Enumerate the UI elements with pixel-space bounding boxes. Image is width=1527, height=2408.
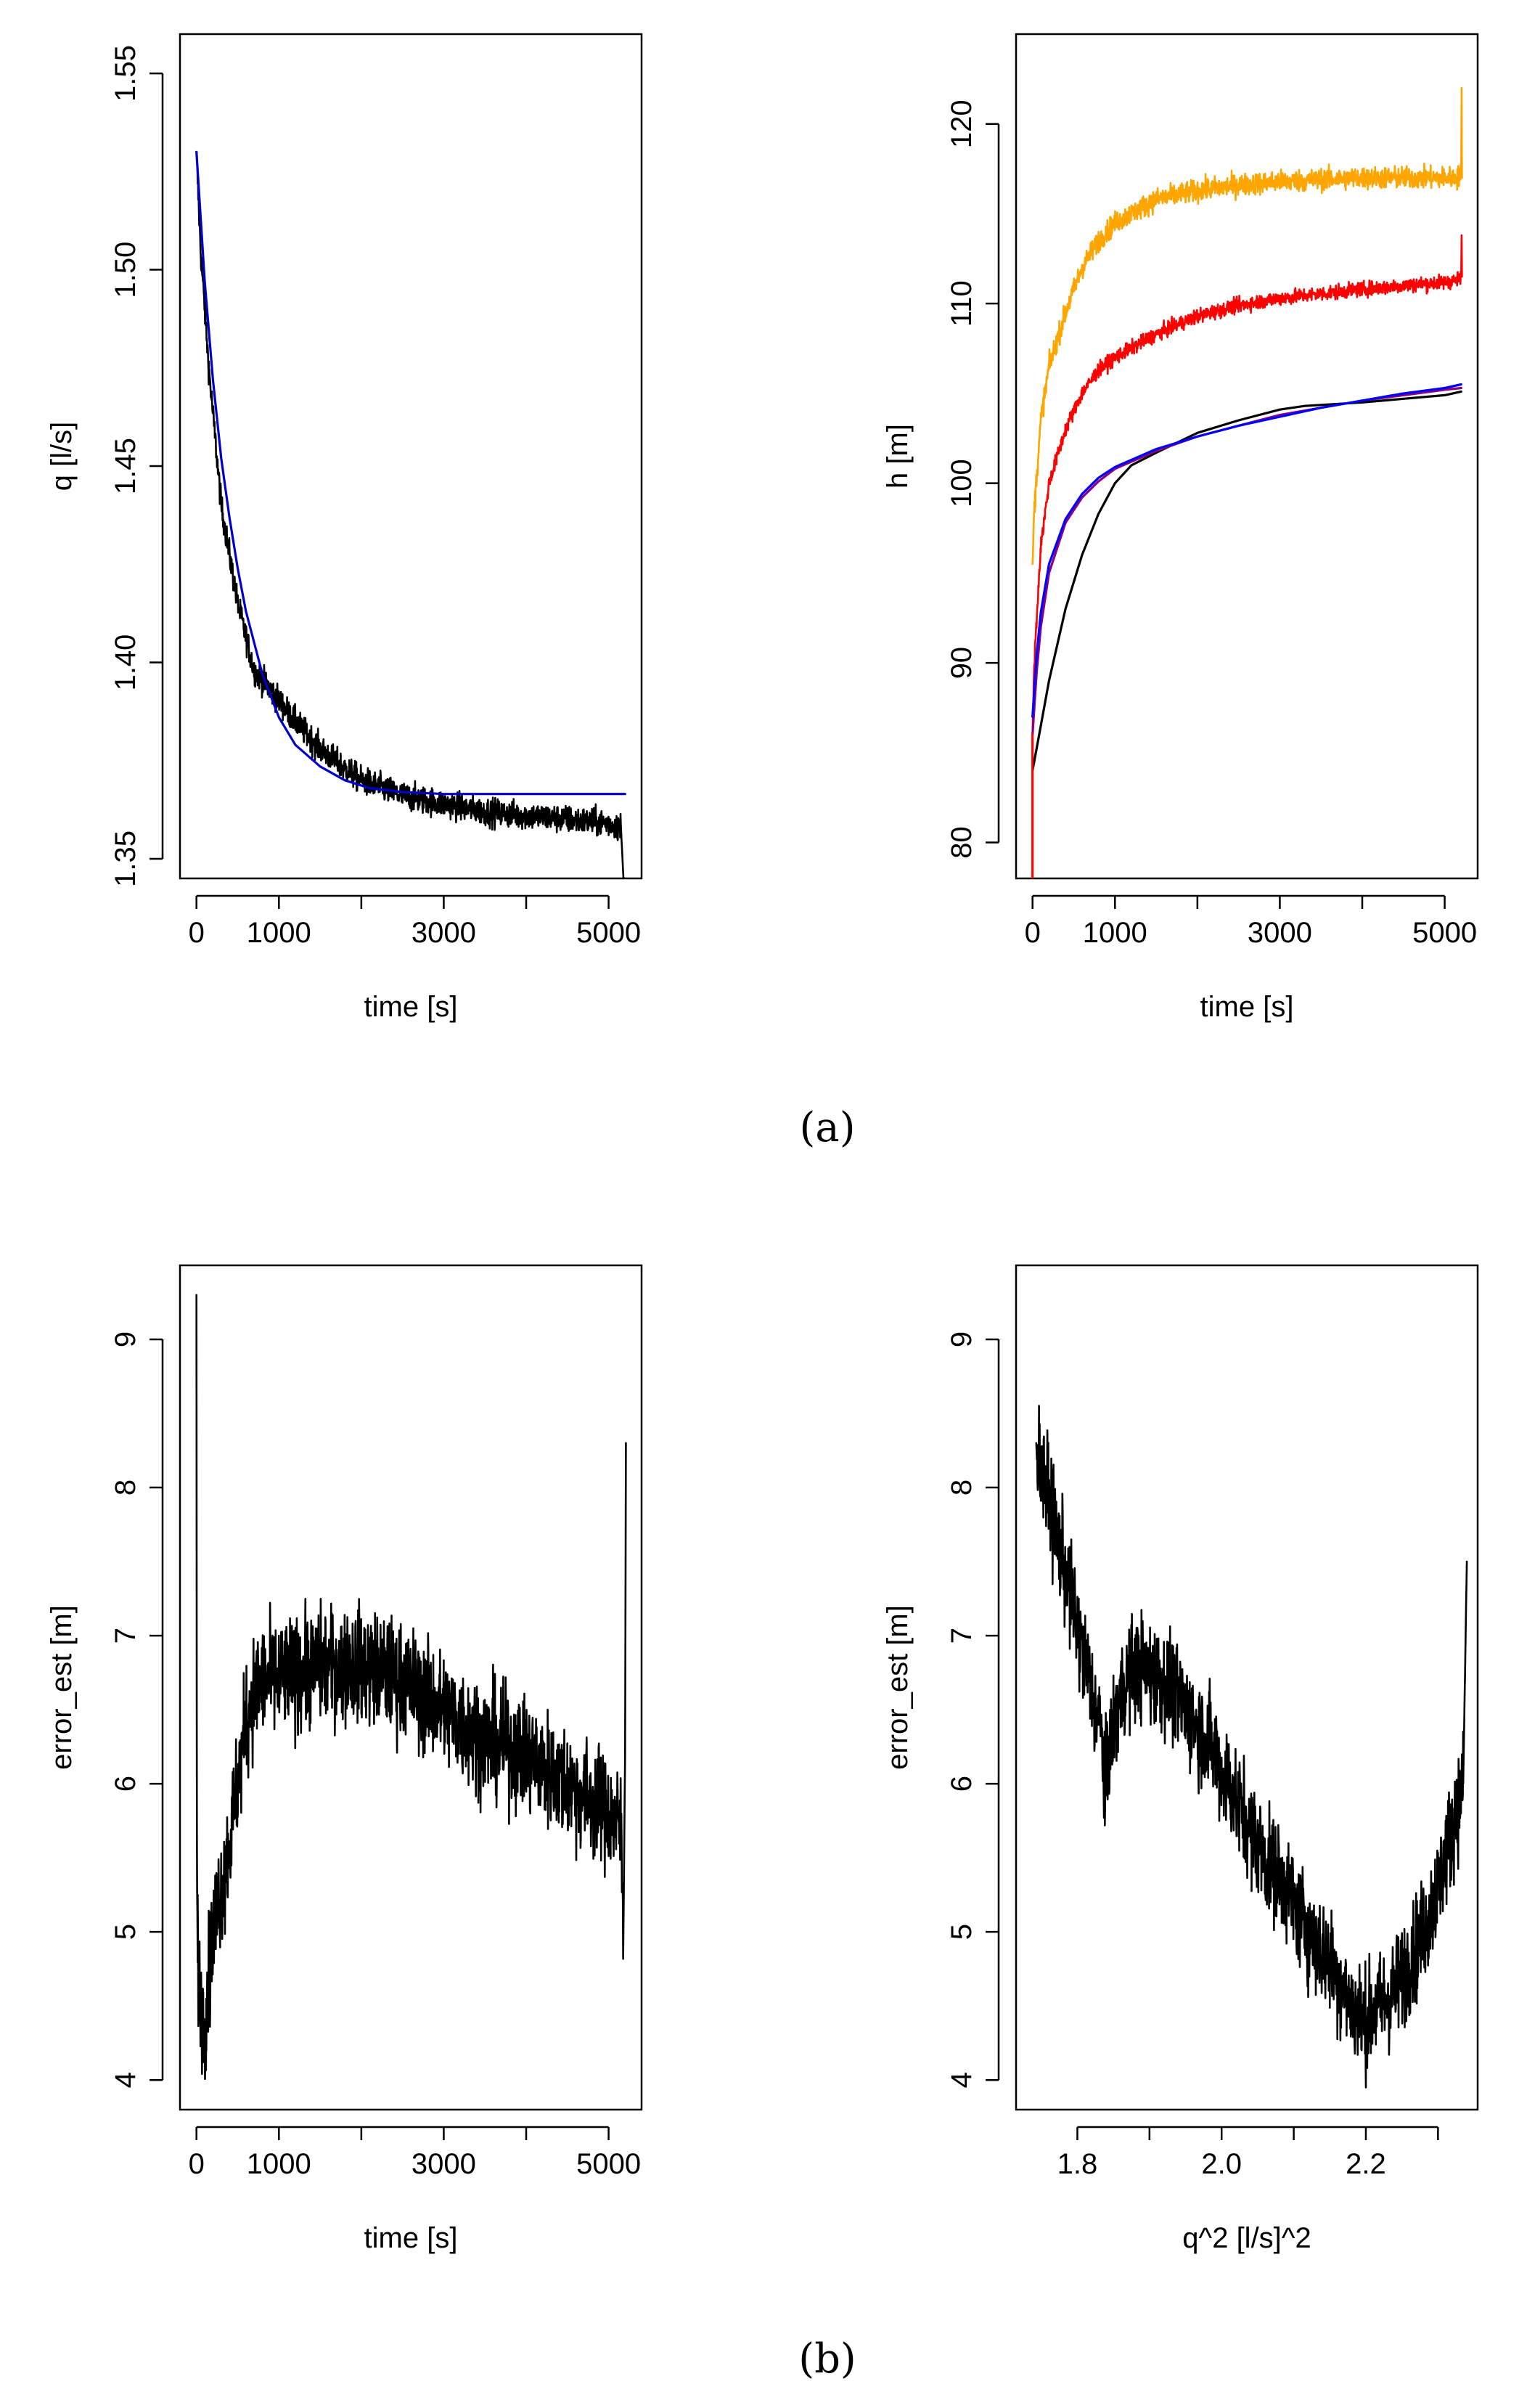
plot-frame: [1015, 1264, 1479, 2111]
series-error-est-vs-time: [195, 1294, 627, 2080]
figure-label-b: (b): [798, 2335, 856, 2383]
series-fitted-q: [195, 150, 626, 796]
y-tick-label: 120: [946, 99, 978, 148]
y-axis-title: h [m]: [882, 424, 914, 489]
x-axis-title: q^2 [l/s]^2: [1182, 2222, 1311, 2254]
plot-frame: [179, 1264, 643, 2111]
y-axis-title: error_est [m]: [882, 1605, 914, 1770]
x-tick-label: 2.2: [1346, 2148, 1386, 2180]
chart-b-left: 0 1000 3000 5000 time [s] 4 5 6 7 8 9 error_est [m]: [46, 1264, 643, 2254]
y-tick-label: 8: [946, 1480, 978, 1495]
y-tick-label: 7: [946, 1628, 978, 1644]
y-tick-label: 9: [946, 1331, 978, 1347]
y-tick-label: 1.50: [110, 242, 142, 298]
y-axis-title: error_est [m]: [46, 1605, 78, 1770]
x-tick-label: 5000: [1412, 917, 1477, 949]
y-tick-label: 4: [110, 2072, 142, 2088]
x-tick-label: 0: [189, 2148, 205, 2180]
y-tick-label: 1.45: [110, 438, 142, 494]
y-tick-label: 4: [946, 2072, 978, 2088]
y-tick-label: 8: [110, 1480, 142, 1495]
x-tick-label: 3000: [412, 2148, 476, 2180]
series-error-est-vs-q-2: [1035, 1405, 1468, 2089]
y-tick-label: 9: [110, 1331, 142, 1347]
x-tick-label: 1000: [247, 917, 311, 949]
y-tick-label: 1.35: [110, 830, 142, 887]
y-tick-label: 5: [110, 1924, 142, 1940]
y-tick-label: 5: [946, 1924, 978, 1940]
x-tick-label: 0: [189, 917, 205, 949]
y-tick-label: 1.55: [110, 45, 142, 102]
y-tick-label: 6: [110, 1776, 142, 1792]
x-tick-label: 5000: [576, 917, 641, 949]
y-tick-label: 80: [946, 826, 978, 859]
plot-frame: [179, 33, 643, 880]
x-tick-label: 3000: [1248, 917, 1312, 949]
x-axis-title: time [s]: [364, 2222, 458, 2254]
x-tick-label: 1000: [1083, 917, 1147, 949]
plot-frame: [1015, 33, 1479, 880]
y-tick-label: 90: [946, 647, 978, 679]
chart-b-right: 1.8 2.0 2.2 q^2 [l/s]^2 4 5 6 7 8 9 error_est [m]: [882, 1264, 1479, 2254]
x-tick-label: 5000: [576, 2148, 641, 2180]
series-blue-model: [1031, 383, 1462, 718]
series-red-series: [1031, 234, 1463, 736]
x-axis-title: time [s]: [1200, 991, 1294, 1023]
x-axis-title: time [s]: [364, 991, 458, 1023]
y-tick-label: 110: [946, 280, 978, 327]
y-tick-label: 6: [946, 1776, 978, 1792]
series-black-model: [1031, 390, 1462, 772]
y-axis-title: q [l/s]: [46, 422, 78, 491]
x-tick-label: 1000: [247, 2148, 311, 2180]
x-tick-label: 2.0: [1201, 2148, 1242, 2180]
y-tick-label: 100: [946, 459, 978, 507]
figure-label-a: (a): [799, 1104, 855, 1151]
y-tick-label: 1.40: [110, 634, 142, 691]
y-tick-label: 7: [110, 1628, 142, 1644]
x-tick-label: 0: [1025, 917, 1041, 949]
chart-a-right: 0 1000 3000 5000 time [s] 80 90 100 110 120 h [m]: [882, 33, 1479, 1023]
chart-a-left: 0 1000 3000 5000 time [s] 1.35 1.40 1.45 1.50 1.5…: [46, 33, 643, 1023]
series-orange-series: [1031, 86, 1463, 566]
x-tick-label: 1.8: [1057, 2148, 1098, 2180]
x-tick-label: 3000: [412, 917, 476, 949]
